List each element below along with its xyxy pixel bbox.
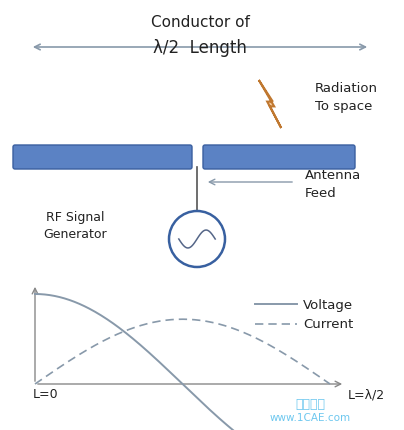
Text: Radiation: Radiation	[315, 81, 378, 94]
Text: Generator: Generator	[43, 228, 107, 241]
Text: RF Signal: RF Signal	[46, 210, 104, 223]
Circle shape	[169, 212, 225, 267]
Text: Voltage: Voltage	[303, 298, 353, 311]
Text: λ/2  Length: λ/2 Length	[153, 39, 247, 57]
FancyBboxPatch shape	[203, 146, 355, 169]
Text: L=0: L=0	[33, 387, 59, 401]
Polygon shape	[259, 81, 281, 129]
Text: Current: Current	[303, 318, 353, 331]
Text: L=λ/2: L=λ/2	[348, 387, 385, 401]
Text: 仿真在线: 仿真在线	[295, 398, 325, 411]
Text: www.1CAE.com: www.1CAE.com	[269, 412, 351, 422]
Text: Antenna: Antenna	[305, 168, 361, 181]
Text: To space: To space	[315, 99, 372, 112]
Text: Conductor of: Conductor of	[151, 15, 249, 29]
FancyBboxPatch shape	[13, 146, 192, 169]
Text: Feed: Feed	[305, 186, 337, 199]
